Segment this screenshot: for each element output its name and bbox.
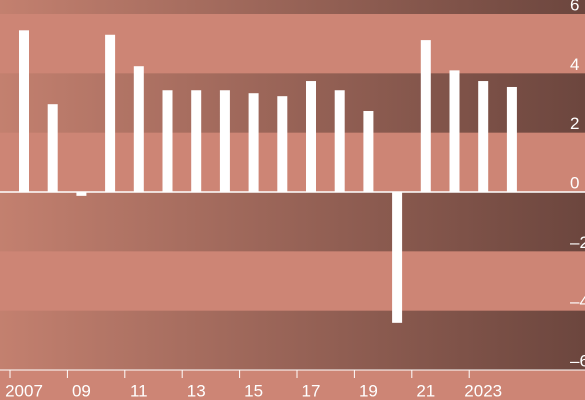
bar bbox=[105, 34, 116, 193]
x-tick-label: 15 bbox=[244, 381, 263, 400]
y-tick-label: –2 bbox=[570, 233, 585, 252]
bar bbox=[76, 192, 87, 196]
x-tick-label: 13 bbox=[187, 381, 206, 400]
band bbox=[0, 370, 585, 400]
bar bbox=[420, 40, 431, 193]
bar bbox=[392, 192, 403, 323]
bar bbox=[306, 81, 316, 192]
band bbox=[0, 251, 585, 311]
bar bbox=[219, 90, 230, 192]
bar bbox=[449, 70, 460, 192]
bar bbox=[363, 111, 374, 192]
y-tick-label: –4 bbox=[570, 292, 585, 311]
x-tick-label: 21 bbox=[416, 381, 435, 400]
bar bbox=[19, 30, 29, 192]
y-tick-label: 4 bbox=[570, 55, 579, 74]
bar bbox=[248, 93, 259, 192]
band bbox=[0, 132, 585, 192]
bar bbox=[277, 96, 288, 192]
y-tick-label: 6 bbox=[570, 0, 579, 14]
x-tick-label: 09 bbox=[72, 381, 91, 400]
y-tick-label: 0 bbox=[570, 173, 579, 192]
x-tick-label: 2023 bbox=[464, 381, 502, 400]
bar bbox=[506, 86, 517, 192]
x-tick-label: 17 bbox=[302, 381, 321, 400]
bar bbox=[47, 104, 58, 192]
x-tick-label: 2007 bbox=[5, 381, 43, 400]
bar bbox=[191, 90, 202, 192]
y-tick-label: –6 bbox=[570, 351, 585, 370]
y-tick-label: 2 bbox=[570, 114, 579, 133]
x-tick-label: 11 bbox=[130, 381, 148, 400]
band bbox=[0, 14, 585, 74]
bar bbox=[334, 90, 345, 192]
x-tick-label: 19 bbox=[359, 381, 378, 400]
bar bbox=[133, 66, 144, 192]
bar bbox=[478, 81, 489, 192]
bar bbox=[162, 90, 173, 192]
